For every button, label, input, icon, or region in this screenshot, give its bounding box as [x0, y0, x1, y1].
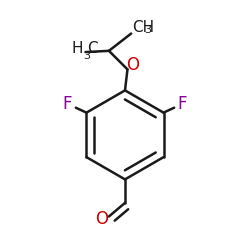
Text: O: O — [126, 56, 140, 74]
Text: F: F — [178, 95, 187, 113]
Text: O: O — [95, 210, 108, 228]
Text: F: F — [63, 95, 72, 113]
Text: CH: CH — [132, 20, 154, 35]
Text: C: C — [87, 40, 98, 56]
Text: 3: 3 — [144, 25, 152, 35]
Text: H: H — [72, 40, 83, 56]
Text: 3: 3 — [83, 51, 90, 61]
